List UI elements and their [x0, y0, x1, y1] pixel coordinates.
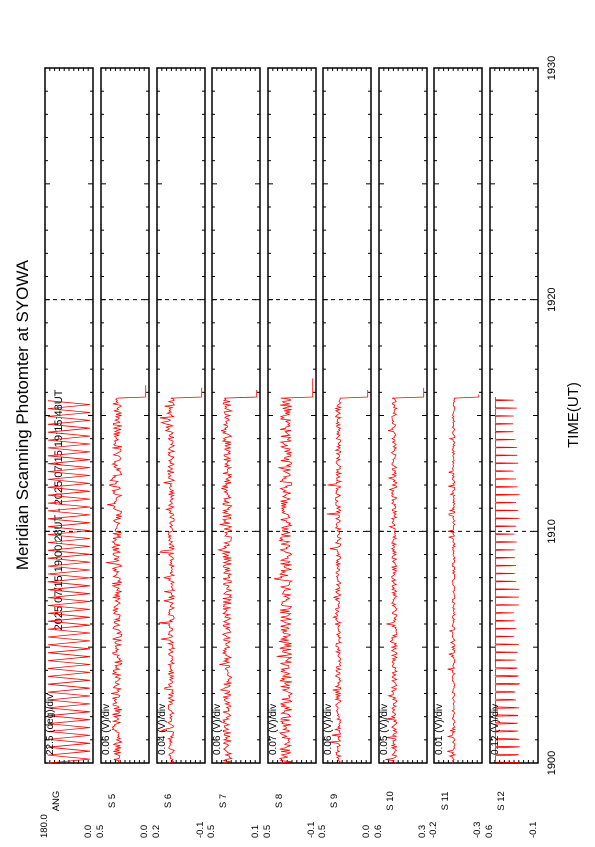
panel-ymin-label: 0.0 — [139, 825, 150, 838]
panel-scale-label: 0.06 (V)/div — [101, 704, 112, 755]
panel-channel-label: S 11 — [440, 792, 451, 811]
panel-trace — [446, 394, 480, 764]
panel-frame — [156, 67, 206, 764]
panel-ymin-label: -0.1 — [528, 822, 539, 838]
panel-ymin-label: 0.0 — [83, 825, 94, 838]
panel-ymin-label: -0.1 — [195, 822, 206, 838]
panel-ymax-label: 0.5 — [262, 825, 273, 838]
panel-ymax-label: 0.6 — [484, 825, 495, 838]
chart-title: Meridian Scanning Photomter at SYOWA — [13, 259, 32, 570]
panel-ymax-label: 0.5 — [206, 825, 217, 838]
panel-channel-label: S 10 — [385, 791, 396, 811]
panel-frame — [322, 67, 372, 764]
panel-ymin-label: 0.0 — [361, 825, 372, 838]
x-tick-label: 1910 — [546, 519, 558, 543]
panel-scale-label: 22.5 (deg)/div — [45, 694, 56, 755]
x-tick-label: 1920 — [546, 287, 558, 311]
panel-channel-label: S 7 — [218, 794, 229, 808]
panel-scale-label: 0.05 (V)/div — [379, 704, 390, 755]
panel-trace — [385, 387, 425, 764]
panel-ymin-label: -0.1 — [306, 822, 317, 838]
panel-frame — [378, 67, 428, 764]
panel-trace — [47, 400, 91, 764]
panel-trace — [159, 387, 203, 764]
panel-ymin-label: -0.3 — [472, 822, 483, 838]
panel-channel-label: S 8 — [274, 794, 285, 808]
x-tick-label: 1900 — [546, 751, 558, 775]
panel-channel-label: S 5 — [107, 794, 118, 808]
panel-frame — [267, 67, 317, 764]
panel-ymin-label: 0.1 — [250, 825, 261, 838]
panel-ymin-label: 0.3 — [417, 825, 428, 838]
panel-frame — [211, 67, 261, 764]
panel-ymax-label: 0.5 — [317, 825, 328, 838]
panel-frame — [100, 67, 150, 764]
panel-scale-label: 0.01 (V)/div — [434, 704, 445, 755]
panel-trace — [274, 378, 314, 764]
panel-scale-label: 0.06 (V)/div — [323, 704, 334, 755]
panel-trace — [494, 396, 521, 764]
panel-channel-label: S 12 — [496, 791, 507, 811]
panel-ymax-label: -0.2 — [428, 822, 439, 838]
panel-scale-label: 0.12 (V)/div — [490, 704, 501, 755]
panel-channel-label: S 9 — [329, 794, 340, 808]
panel-ymax-label: 0.5 — [95, 825, 106, 838]
panel-frame — [433, 67, 483, 764]
panel-trace — [105, 385, 147, 764]
panel-trace — [326, 390, 369, 764]
panel-trace — [217, 390, 258, 764]
panel-ymax-label: 0.6 — [373, 825, 384, 838]
x-axis-label: TIME(UT) — [565, 382, 582, 448]
panel-channel-label: S 6 — [163, 794, 174, 808]
panel-scale-label: 0.06 (V)/div — [212, 704, 223, 755]
panel-channel-label: ANG — [51, 791, 62, 812]
panel-ymax-label: 0.2 — [151, 825, 162, 838]
x-tick-label: 1930 — [546, 56, 558, 80]
panel-ymax-label: 180.0 — [39, 814, 50, 838]
panel-scale-label: 0.04 (V)/div — [157, 704, 168, 755]
panel-scale-label: 0.07 (V)/div — [268, 704, 279, 755]
